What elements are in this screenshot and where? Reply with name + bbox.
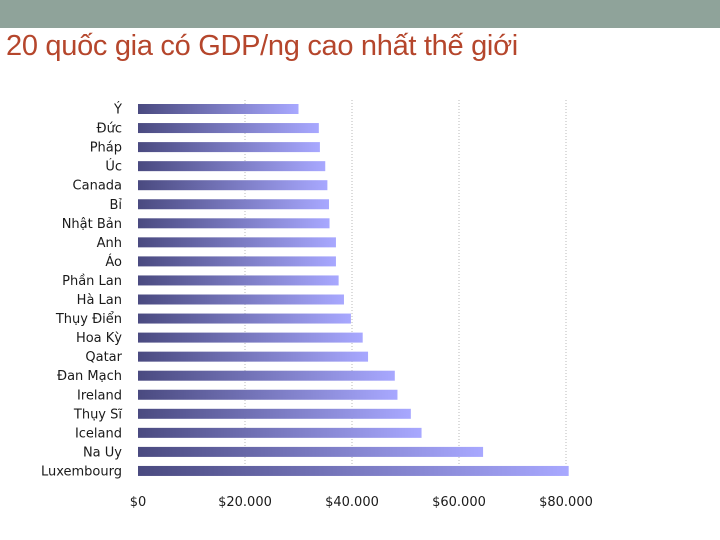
bar (138, 389, 398, 400)
category-label: Phần Lan (62, 274, 122, 289)
category-label: Úc (105, 159, 122, 175)
bars (138, 104, 569, 476)
category-label: Bỉ (109, 198, 122, 213)
category-label: Canada (73, 179, 122, 194)
category-label: Qatar (85, 350, 122, 365)
x-tick-label: $0 (130, 495, 147, 510)
category-label: Đan Mạch (57, 369, 122, 384)
category-label: Đức (97, 122, 122, 137)
bar (138, 180, 328, 191)
bar (138, 351, 369, 362)
category-labels: Ý Đức Pháp Úc Canada Bỉ Nhật Bản Anh Áo Phần Lan H… (41, 102, 123, 480)
x-tick-label: $60.000 (432, 495, 486, 510)
bar (138, 142, 320, 153)
x-tick-label: $40.000 (325, 495, 379, 510)
x-tick-label: $20.000 (218, 495, 272, 510)
bar (138, 104, 299, 114)
bar (138, 446, 484, 457)
bar (138, 408, 411, 419)
category-label: Anh (97, 236, 122, 251)
category-label: Luxembourg (41, 464, 122, 479)
bar (138, 465, 569, 476)
bar (138, 370, 395, 381)
bar (138, 199, 329, 210)
grid-lines (244, 100, 567, 478)
bar (138, 275, 339, 286)
bar (138, 256, 336, 267)
category-label: Na Uy (83, 445, 122, 460)
bar (138, 237, 336, 248)
bar (138, 218, 330, 229)
bar (138, 294, 344, 305)
bar (138, 161, 326, 172)
category-label: Nhật Bản (62, 217, 122, 232)
bar (138, 313, 351, 324)
x-axis-ticks: $0 $20.000 $40.000 $60.000 $80.000 (130, 495, 593, 510)
category-label: Thụy Sĩ (73, 407, 122, 422)
category-label: Thụy Điển (55, 312, 122, 327)
category-label: Hà Lan (77, 293, 122, 308)
category-label: Ý (113, 102, 122, 118)
bar (138, 427, 422, 438)
bar (138, 332, 363, 343)
bar (138, 123, 319, 134)
category-label: Áo (105, 254, 122, 270)
slide-title: 20 quốc gia có GDP/ng cao nhất thế giới (6, 30, 518, 62)
category-label: Iceland (75, 426, 122, 441)
category-label: Hoa Kỳ (76, 331, 122, 346)
top-accent-bar (0, 0, 720, 28)
category-label: Ireland (77, 388, 122, 403)
x-tick-label: $80.000 (539, 495, 593, 510)
category-label: Pháp (90, 141, 122, 156)
